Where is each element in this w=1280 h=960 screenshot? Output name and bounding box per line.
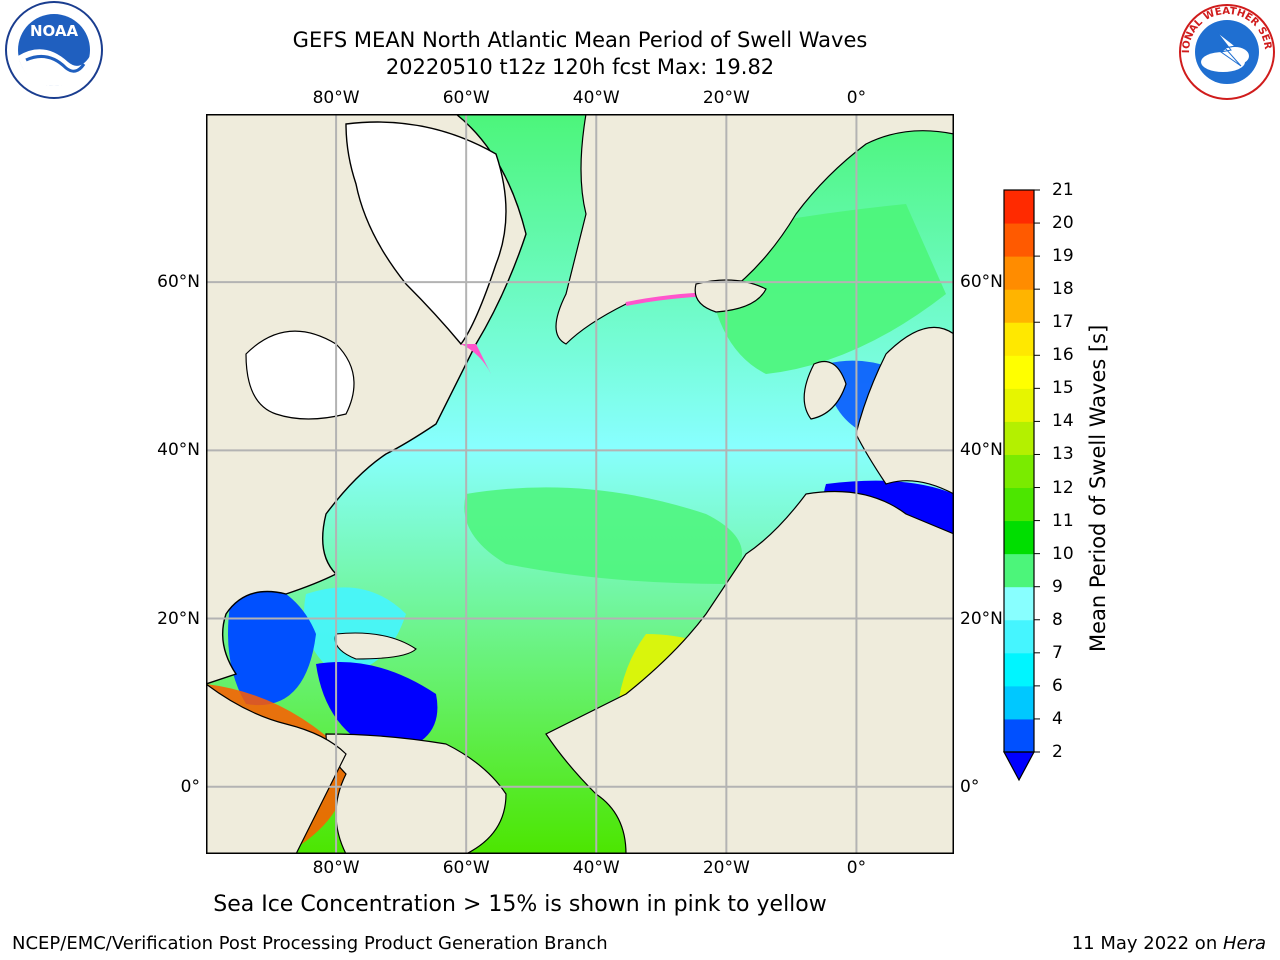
footer-date-text: 11 May 2022 on <box>1071 933 1223 954</box>
lon-tick-label-bottom: 20°W <box>702 858 750 878</box>
colorbar-tick-label: 12 <box>1052 477 1074 498</box>
colorbar-extend-arrow <box>1002 751 1036 782</box>
lon-tick-label-top: 0° <box>846 88 867 108</box>
lat-tick-label-right: 0° <box>960 776 980 797</box>
colorbar-title: Mean Period of Swell Waves [s] <box>1086 324 1110 652</box>
swell-patch-gulf <box>228 574 316 706</box>
lon-tick-label-bottom: 0° <box>846 858 867 878</box>
colorbar-segment <box>1004 388 1034 422</box>
lat-tick-label-right: 60°N <box>960 272 1003 293</box>
hudson-bay-region <box>245 330 355 420</box>
nws-logo: NATIONAL WEATHER SERVICE <box>1177 2 1275 100</box>
lon-tick-label-top: 80°W <box>312 88 360 108</box>
swell-patch-caribbean <box>316 662 438 754</box>
chart-title-line1: GEFS MEAN North Atlantic Mean Period of … <box>292 28 868 52</box>
colorbar-segment <box>1004 520 1034 555</box>
iceland-landmass <box>694 279 767 313</box>
colorbar-tick-label: 21 <box>1052 180 1074 200</box>
lon-tick-label-bottom: 60°W <box>442 858 490 878</box>
lon-tick-label-top: 40°W <box>572 88 620 108</box>
map-frame <box>206 114 954 854</box>
graticule <box>206 114 954 854</box>
colorbar-tick-label: 10 <box>1052 543 1074 564</box>
colorbar <box>1002 189 1040 782</box>
colorbar-tick-label: 2 <box>1052 742 1063 762</box>
colorbar-tick-label: 13 <box>1052 444 1074 465</box>
noaa-logo-text: NOAA <box>30 22 79 40</box>
colorbar-segment <box>1004 223 1034 257</box>
lat-tick-label-left: 20°N <box>157 608 200 629</box>
colorbar-tick-label: 11 <box>1052 510 1074 531</box>
lon-tick-label-bottom: 40°W <box>572 858 620 878</box>
colorbar-tick-label: 9 <box>1052 576 1063 597</box>
colorbar-tick-label: 14 <box>1052 411 1074 432</box>
colorbar-segment <box>1004 619 1034 654</box>
colorbar-segment <box>1004 652 1034 687</box>
colorbar-segment <box>1004 355 1034 389</box>
south-america-landmass <box>325 733 507 854</box>
colorbar-segment <box>1004 718 1034 753</box>
colorbar-tick-label: 4 <box>1052 708 1063 729</box>
chart-title-line2: 20220510 t12z 120h fcst Max: 19.82 <box>385 55 775 79</box>
colorbar-segment <box>1004 190 1034 224</box>
colorbar-segment <box>1004 289 1034 323</box>
colorbar-tick-label: 7 <box>1052 642 1063 663</box>
footer-credit: NCEP/EMC/Verification Post Processing Pr… <box>12 933 608 954</box>
colorbar-segment <box>1004 685 1034 720</box>
colorbar-tick-label: 8 <box>1052 609 1063 630</box>
colorbar-tick-label: 6 <box>1052 675 1063 696</box>
lon-tick-label-top: 20°W <box>702 88 750 108</box>
lat-tick-label-left: 0° <box>180 776 200 797</box>
sea-ice-edge-labrador <box>461 344 491 374</box>
colorbar-tick-label: 16 <box>1052 345 1074 366</box>
colorbar-segment <box>1004 421 1034 455</box>
lat-tick-label-right: 40°N <box>960 440 1003 461</box>
map-panel <box>206 114 954 854</box>
british-isles-landmass <box>803 360 847 420</box>
lat-tick-label-left: 60°N <box>157 272 200 293</box>
cuba-landmass <box>334 632 417 660</box>
colorbar-segment <box>1004 322 1034 356</box>
colorbar-tick-label: 18 <box>1052 279 1074 300</box>
colorbar-tick-label: 20 <box>1052 213 1074 234</box>
lat-tick-label-right: 20°N <box>960 608 1003 629</box>
colorbar-segment <box>1004 256 1034 290</box>
colorbar-tick-label: 19 <box>1052 246 1074 267</box>
colorbar-segment <box>1004 586 1034 621</box>
europe-landmass <box>855 326 954 495</box>
colorbar-segment <box>1004 487 1034 522</box>
footer-date: 11 May 2022 on Hera <box>1072 933 1266 955</box>
africa-iberia-landmass <box>545 490 954 854</box>
sea-ice-caption: Sea Ice Concentration > 15% is shown in … <box>213 892 827 917</box>
colorbar-tick-label: 15 <box>1052 378 1074 399</box>
colorbar-frame <box>1003 189 1035 753</box>
footer-host: Hera <box>1222 933 1266 954</box>
lon-tick-label-top: 60°W <box>442 88 490 108</box>
colorbar-segment <box>1004 454 1034 489</box>
noaa-logo: NOAA <box>5 1 103 99</box>
lat-tick-label-left: 40°N <box>157 440 200 461</box>
lon-tick-label-bottom: 80°W <box>312 858 360 878</box>
swell-patch-midatlantic <box>464 487 742 584</box>
colorbar-segment <box>1004 553 1034 588</box>
central-america-landmass <box>206 683 347 854</box>
colorbar-tick-label: 17 <box>1052 312 1074 333</box>
